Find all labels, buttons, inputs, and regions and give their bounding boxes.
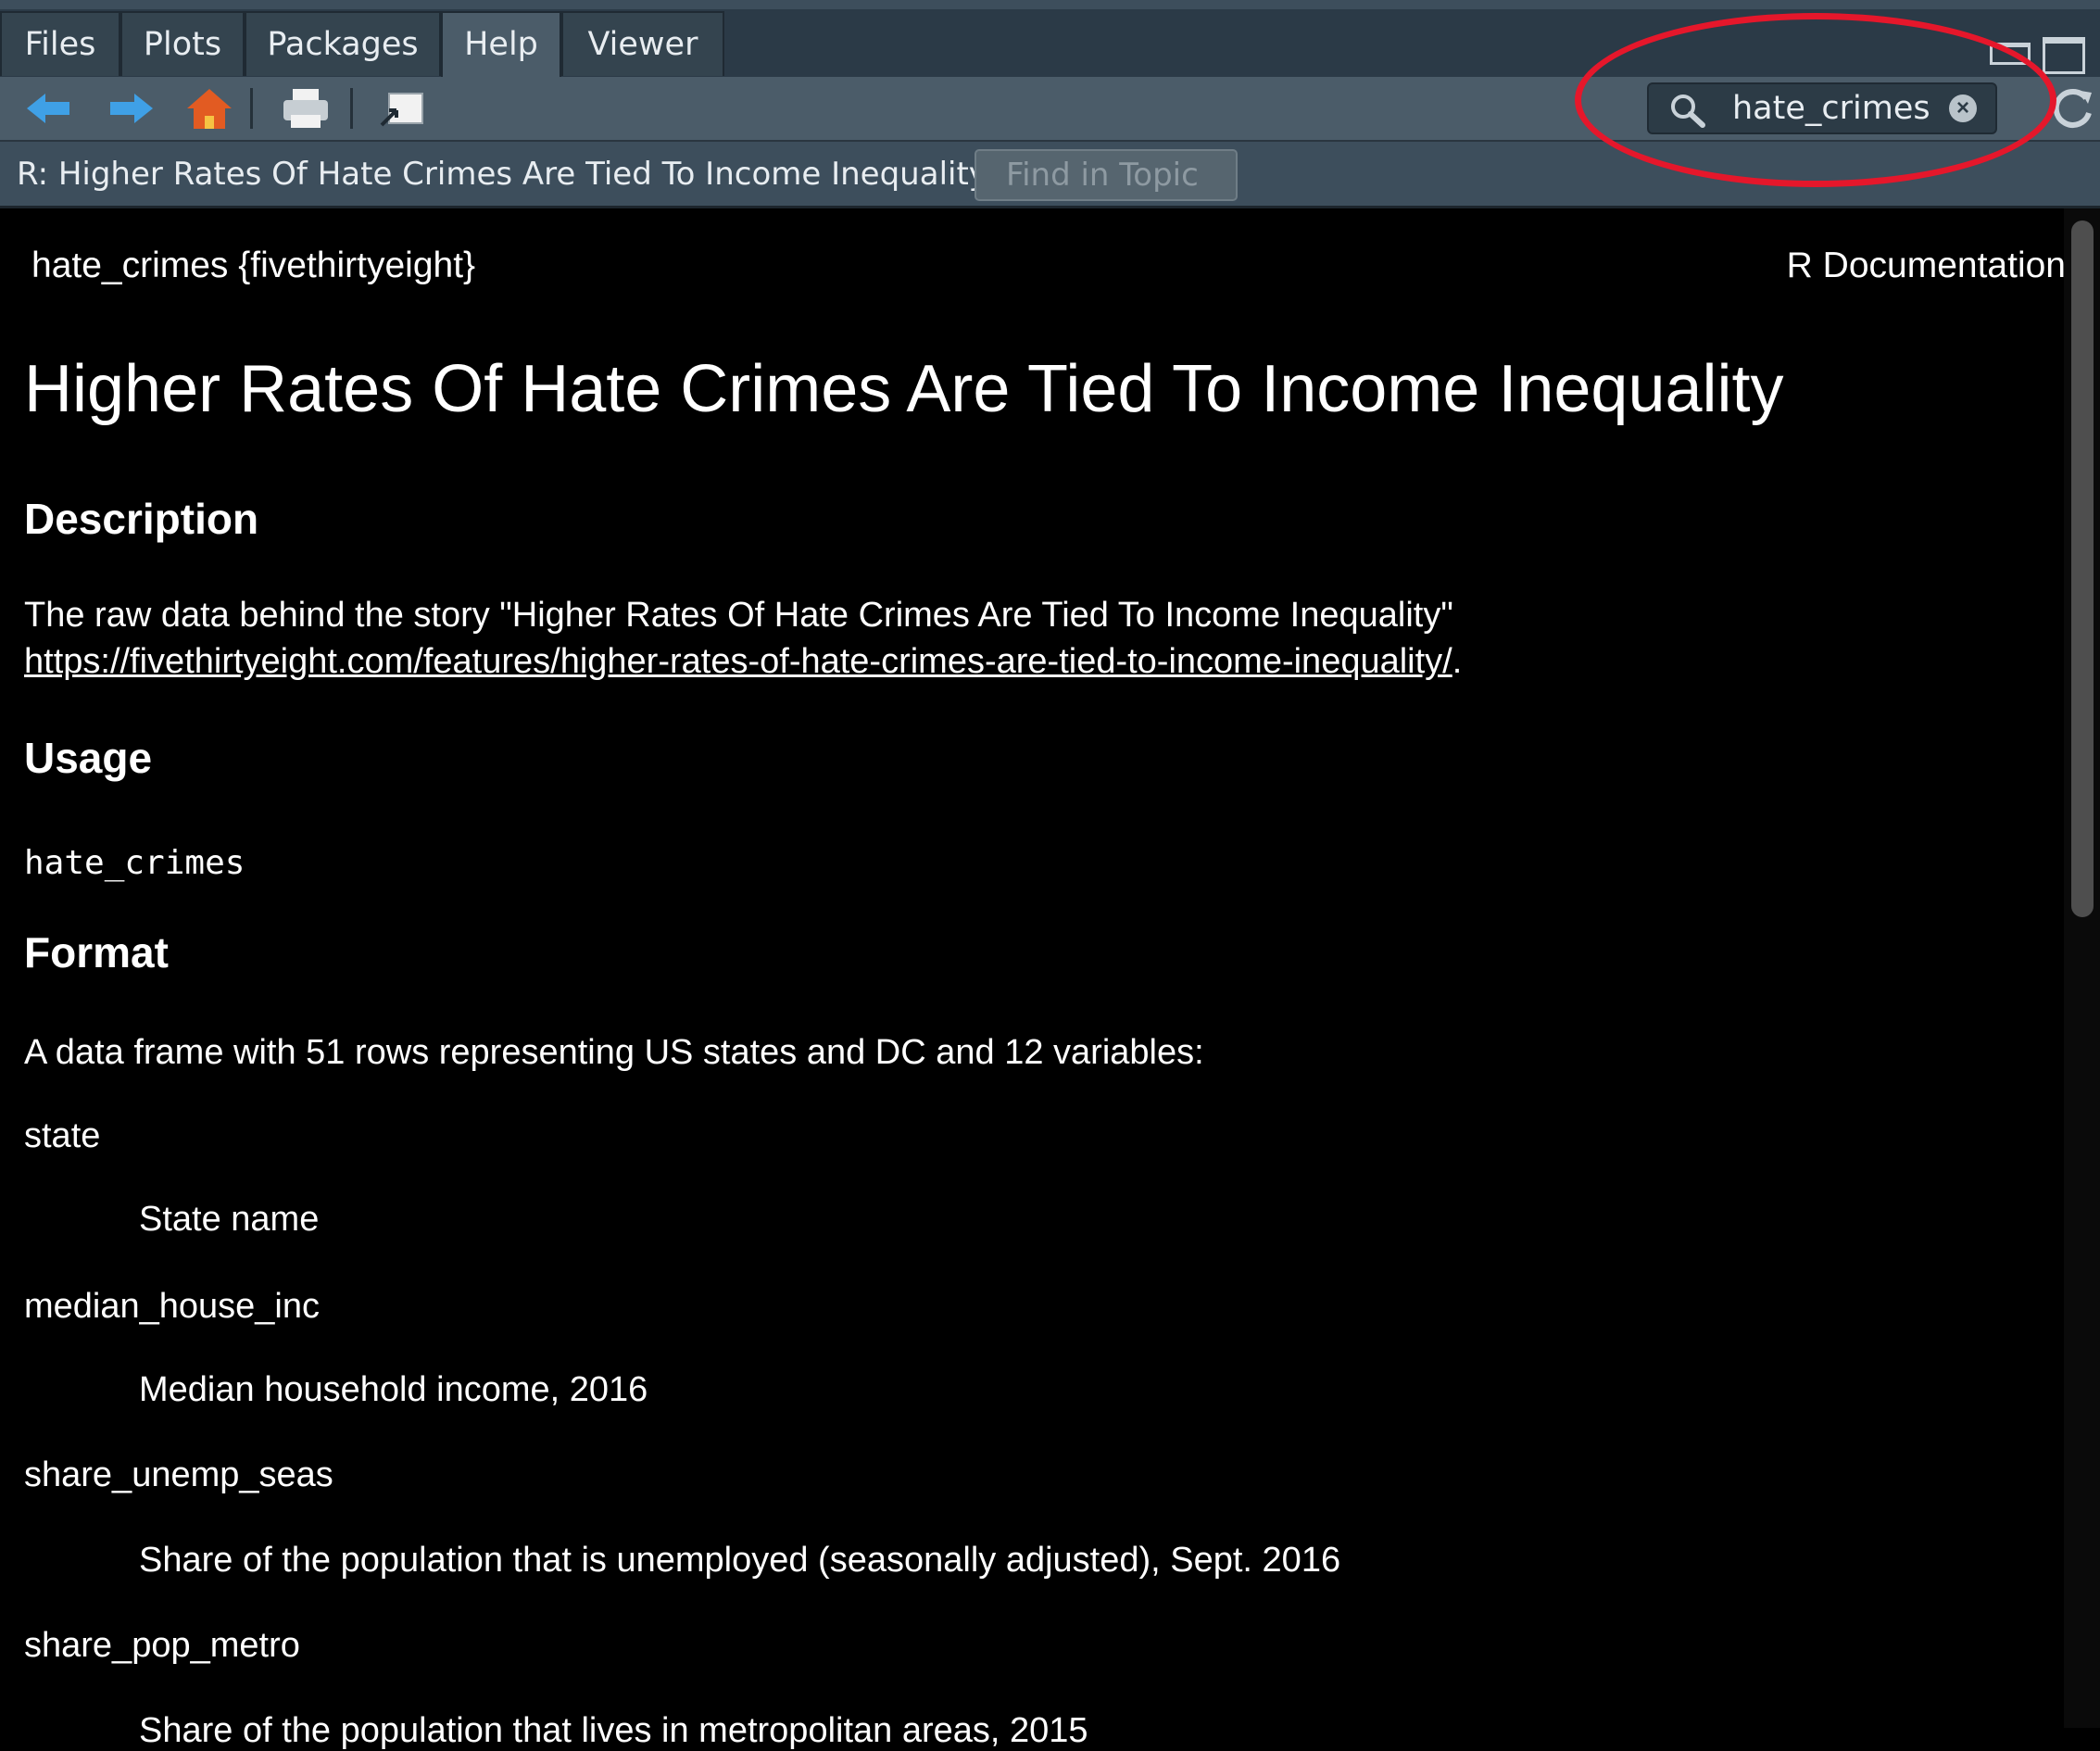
topic-bar: R: Higher Rates Of Hate Crimes Are Tied …: [0, 142, 2100, 208]
variable-name: median_house_inc: [24, 1287, 321, 1326]
search-icon: [1671, 94, 1705, 128]
page-title: Higher Rates Of Hate Crimes Are Tied To …: [24, 352, 1784, 426]
format-text: A data frame with 51 rows representing U…: [24, 1033, 1204, 1072]
arrow-right-icon[interactable]: [104, 84, 159, 132]
description-link-line: https://fivethirtyeight.com/features/hig…: [24, 642, 1462, 682]
variable-desc: Median household income, 2016: [139, 1370, 648, 1409]
description-link-suffix: .: [1452, 642, 1463, 681]
scrollbar-thumb[interactable]: [2071, 220, 2094, 917]
doc-type-label: R Documentation: [1786, 246, 2066, 285]
variable-desc: Share of the population that lives in me…: [139, 1711, 1088, 1750]
variable-desc: State name: [139, 1200, 320, 1239]
variable-name: share_pop_metro: [24, 1626, 300, 1665]
tab-help[interactable]: Help: [441, 11, 561, 82]
external-window-icon[interactable]: [374, 84, 430, 132]
format-heading: Format: [24, 928, 169, 976]
find-in-topic-input[interactable]: Find in Topic: [975, 149, 1238, 201]
help-search-box[interactable]: hate_crimes ×: [1647, 82, 1997, 134]
help-content: hate_crimes {fivethirtyeight} R Document…: [0, 208, 2066, 1750]
tab-packages[interactable]: Packages: [245, 11, 441, 76]
variable-name: state: [24, 1116, 101, 1155]
tab-viewer[interactable]: Viewer: [561, 11, 724, 76]
description-heading: Description: [24, 495, 259, 543]
arrow-left-icon[interactable]: [20, 84, 76, 132]
minimize-pane-icon[interactable]: [1990, 43, 2031, 65]
doc-name-package: hate_crimes {fivethirtyeight}: [31, 246, 476, 285]
home-icon[interactable]: [182, 84, 237, 132]
topic-dropdown-label: R: Higher Rates Of Hate Crimes Are Tied …: [17, 156, 987, 193]
variable-name: share_unemp_seas: [24, 1455, 333, 1494]
printer-icon[interactable]: [278, 84, 333, 132]
variable-desc: Share of the population that is unemploy…: [139, 1541, 1341, 1580]
tab-files[interactable]: Files: [0, 11, 120, 76]
search-input[interactable]: hate_crimes: [1732, 90, 1930, 127]
maximize-pane-icon[interactable]: [2043, 37, 2085, 74]
topic-dropdown[interactable]: R: Higher Rates Of Hate Crimes Are Tied …: [17, 142, 1014, 207]
refresh-icon[interactable]: [2049, 85, 2095, 132]
clear-search-icon[interactable]: ×: [1949, 94, 1977, 122]
story-link[interactable]: https://fivethirtyeight.com/features/hig…: [24, 642, 1452, 681]
usage-heading: Usage: [24, 734, 153, 782]
pane-tab-bar: Files Plots Packages Help Viewer: [0, 0, 2100, 82]
description-text: The raw data behind the story "Higher Ra…: [24, 596, 1453, 635]
tab-plots[interactable]: Plots: [120, 11, 245, 76]
usage-code: hate_crimes: [24, 844, 245, 882]
